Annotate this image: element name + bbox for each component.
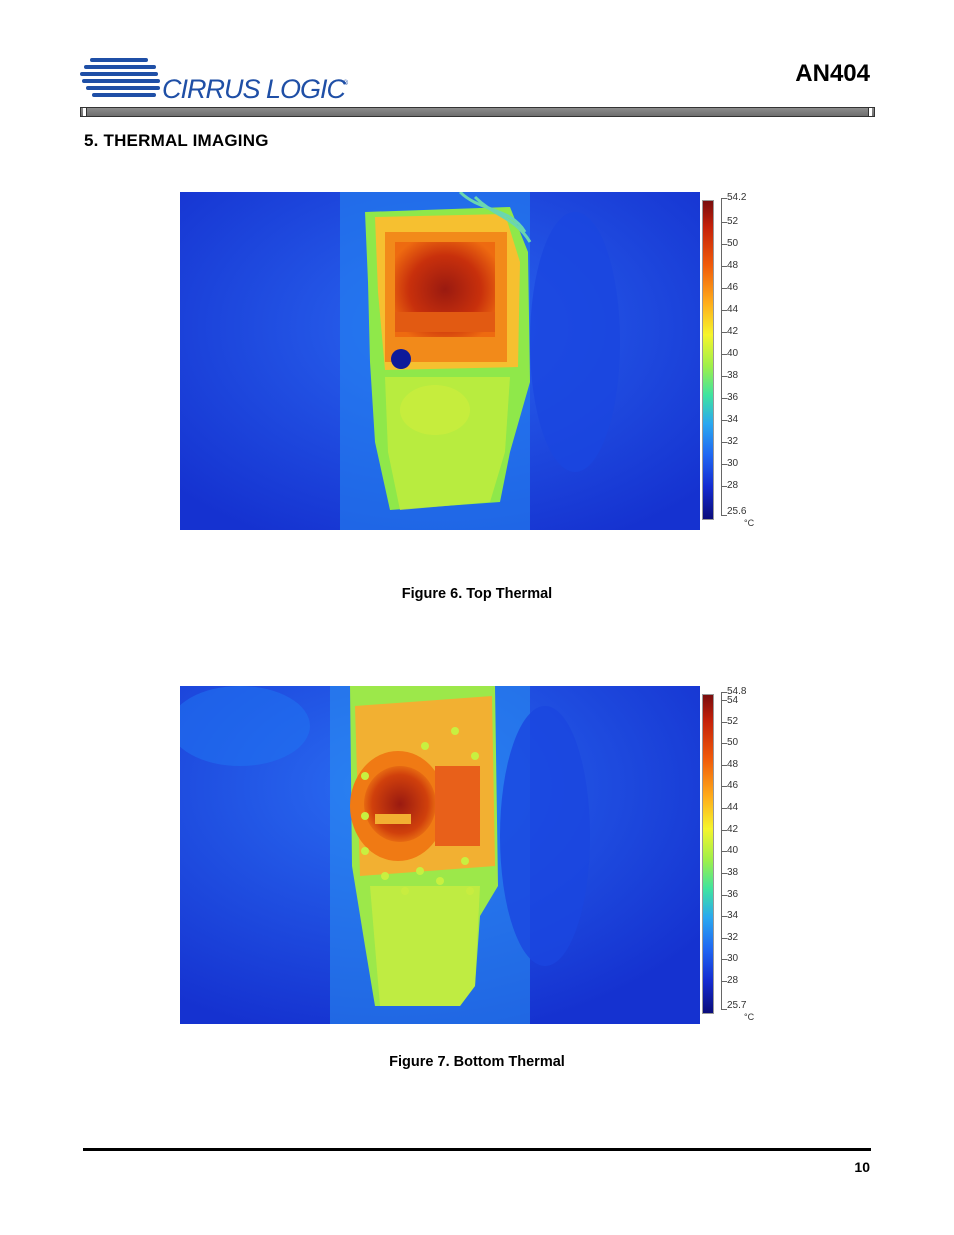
scale-label: 30: [727, 953, 739, 964]
scale-label: 36: [727, 889, 739, 900]
scale-unit: °C: [744, 1012, 755, 1022]
logo-wordmark: CIRRUS LOGIC: [162, 74, 346, 104]
scale-min-label: 25.7: [727, 1000, 747, 1011]
section-title: 5. THERMAL IMAGING: [84, 131, 269, 150]
thermal-image-top: [180, 192, 700, 530]
scale-axis: [721, 198, 722, 516]
scale-label: 52: [727, 716, 739, 727]
page-number: 10: [854, 1159, 870, 1175]
scale-label: 32: [727, 436, 739, 447]
scale-label: 30: [727, 458, 739, 469]
scale-label: 46: [727, 780, 739, 791]
scale-label: 54: [727, 695, 739, 706]
scale-max-label: 54.8: [727, 686, 747, 697]
temperature-scale-bar: [702, 694, 714, 1014]
scale-label: 42: [727, 824, 739, 835]
scale-max-label: 54.2: [727, 192, 747, 203]
figure-6-caption: Figure 6. Top Thermal: [401, 586, 553, 602]
scale-min-label: 25.6: [727, 506, 747, 517]
scale-label: 40: [727, 348, 739, 359]
scale-label: 32: [727, 932, 739, 943]
thermal-image-bottom: [180, 686, 700, 1024]
header-rule: [80, 107, 875, 117]
scale-label: 28: [727, 480, 739, 491]
figure-7-caption: Figure 7. Bottom Thermal: [389, 1054, 565, 1070]
scale-label: 42: [727, 326, 739, 337]
scale-label: 38: [727, 867, 739, 878]
scale-label: 34: [727, 910, 739, 921]
registered-mark: ®: [343, 80, 349, 87]
temperature-scale-bar: [702, 200, 714, 520]
scale-label: 38: [727, 370, 739, 381]
scale-label: 46: [727, 282, 739, 293]
scale-label: 52: [727, 216, 739, 227]
scale-label: 48: [727, 260, 739, 271]
scale-label: 36: [727, 392, 739, 403]
scale-label: 40: [727, 845, 739, 856]
scale-unit: °C: [744, 518, 755, 528]
scale-label: 44: [727, 304, 739, 315]
scale-label: 28: [727, 975, 739, 986]
footer-rule: [83, 1148, 871, 1151]
logo-stripes-icon: [80, 58, 160, 97]
scale-label: 50: [727, 238, 739, 249]
scale-label: 34: [727, 414, 739, 425]
scale-label: 44: [727, 802, 739, 813]
scale-label: 50: [727, 737, 739, 748]
document-id: AN404: [795, 60, 870, 87]
scale-label: 48: [727, 759, 739, 770]
